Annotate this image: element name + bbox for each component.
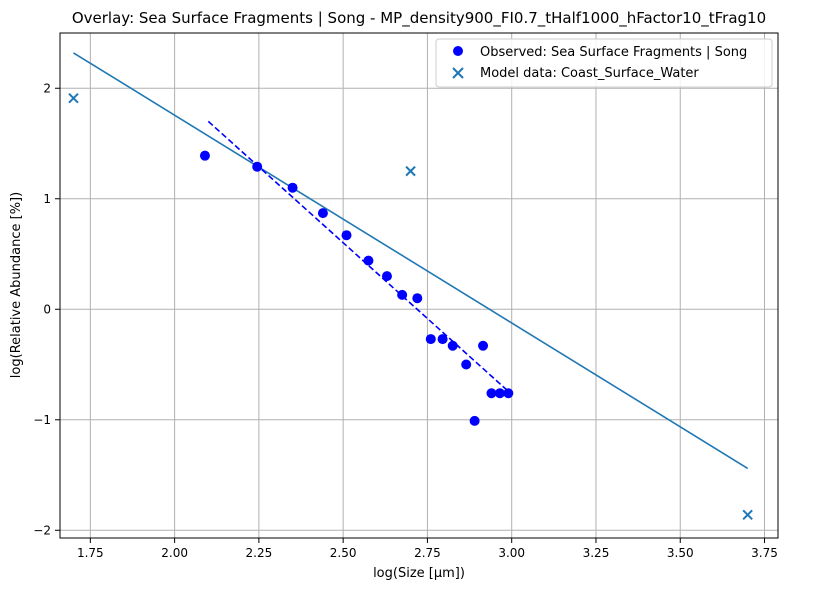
chart-title: Overlay: Sea Surface Fragments | Song - …: [72, 9, 766, 28]
x-axis-ticks: 1.75 2.00 2.25 2.50 2.75 3.00 3.25 3.50 3.75: [77, 538, 778, 560]
y-axis-label: log(Relative Abundance [%]): [9, 192, 24, 378]
x-tick-label: 2.75: [414, 546, 441, 560]
x-axis-label: log(Size [μm]): [373, 566, 465, 581]
grid: [60, 33, 778, 538]
x-tick-label: 1.75: [77, 546, 104, 560]
observed-point: [486, 388, 497, 399]
x-tick-label: 2.00: [161, 546, 188, 560]
observed-point: [363, 255, 374, 266]
model-point: [742, 509, 753, 521]
plot-frame: [59, 32, 779, 539]
observed-point: [252, 161, 263, 172]
x-tick-label: 2.50: [330, 546, 357, 560]
y-tick-label: 2: [43, 81, 51, 95]
observed-point: [381, 271, 392, 282]
y-axis-ticks: −2 −1 0 1 2: [33, 81, 60, 537]
observed-fit-dashed-line: [207, 120, 513, 395]
x-tick-label: 3.50: [667, 546, 694, 560]
legend-model-marker: [452, 67, 464, 79]
y-tick-label: −1: [33, 413, 51, 427]
model-fit-line: [73, 52, 749, 470]
x-tick-label: 3.75: [751, 546, 778, 560]
observed-point: [461, 359, 472, 370]
observed-point: [412, 293, 423, 304]
observed-point: [478, 340, 489, 351]
x-tick-label: 3.00: [498, 546, 525, 560]
observed-point: [287, 182, 298, 193]
observed-point: [317, 208, 328, 219]
legend: Observed: Sea Surface Fragments | Song M…: [435, 38, 773, 88]
model-point-stroke: [742, 509, 753, 521]
y-tick-label: −2: [33, 523, 51, 537]
observed-point: [437, 334, 448, 345]
legend-observed-label: Observed: Sea Surface Fragments | Song: [480, 45, 747, 60]
legend-model-label: Model data: Coast_Surface_Water: [480, 66, 699, 81]
legend-observed-marker: [453, 46, 463, 56]
y-tick-label: 0: [43, 302, 51, 316]
observed-point: [341, 230, 352, 241]
legend-box: [435, 38, 773, 88]
observed-point: [503, 388, 514, 399]
model-point: [68, 92, 79, 104]
observed-point: [425, 334, 436, 345]
x-tick-label: 3.25: [583, 546, 610, 560]
x-tick-label: 2.25: [246, 546, 273, 560]
observed-point: [397, 289, 408, 300]
observed-point: [469, 415, 480, 426]
model-point-stroke: [68, 92, 79, 104]
model-point-stroke: [405, 165, 416, 177]
data-markers: [68, 92, 753, 521]
observed-point: [494, 388, 505, 399]
observed-point: [199, 150, 210, 161]
model-point: [405, 165, 416, 177]
observed-point: [447, 340, 458, 351]
y-tick-label: 1: [43, 192, 51, 206]
